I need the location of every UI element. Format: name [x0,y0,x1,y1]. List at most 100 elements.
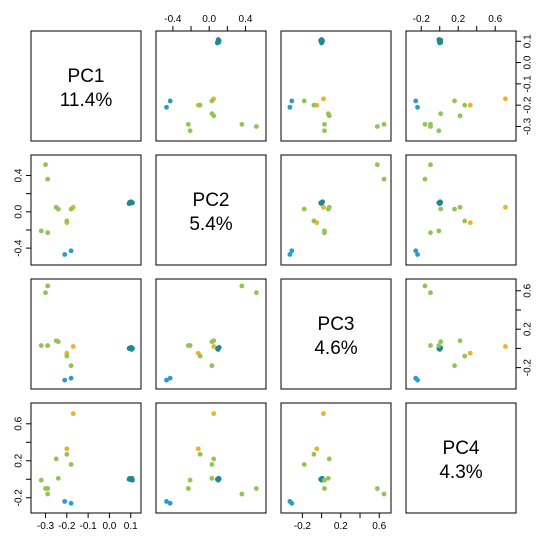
scatter-point [287,252,293,257]
scatter-point [64,353,70,359]
scatter-point [45,343,51,348]
panel-PC3-PC1 [30,278,142,390]
scatter-point [62,252,68,257]
scatter-point [68,375,74,381]
y-tick-label: 0.6 [523,283,534,297]
scatter-point [462,102,468,108]
scatter-point [167,500,173,506]
scatter-point [68,248,74,254]
scatter-point [422,283,428,289]
scatter-point [209,98,215,104]
scatter-point [43,290,48,296]
scatter-point [438,111,444,117]
scatter-point [211,411,217,417]
panel-PC3-PC4 [405,278,517,390]
scatter-point [314,446,320,452]
scatter-point [253,486,259,491]
diag-var-name: PC2 [193,190,230,211]
panel-PC1-PC4 [405,30,517,142]
scatter-point [45,491,51,497]
scatter-point [187,128,193,134]
scatter-point [62,499,68,504]
scatter-point [64,218,70,224]
scatter-point [436,343,442,348]
scatter-point [502,204,508,210]
y-tick-label: 0.0 [523,55,534,69]
scatter-point [45,283,51,289]
diag-var-pct: 5.4% [189,214,232,235]
x-tick-label: 0.6 [372,521,386,532]
scatter-point [374,162,380,168]
scatter-point [467,220,473,226]
scatter-point [381,491,387,497]
y-tick-label: -0.1 [523,75,534,93]
scatter-point [438,206,444,212]
scatter-point [319,200,324,206]
scatter-point [215,346,221,351]
scatter-point [38,228,44,234]
scatter-point [457,338,463,344]
x-tick-label: 0.0 [102,521,116,532]
y-tick-label: -0.4 [14,239,25,257]
y-tick-label: 0.1 [523,34,534,48]
scatter-point [322,128,327,134]
scatter-point [185,486,191,491]
scatter-point [209,475,215,481]
scatter-point [53,456,59,462]
scatter-point [197,353,203,359]
x-tick-label: -0.1 [80,521,98,532]
scatter-point [164,499,169,504]
diag-var-name: PC1 [68,66,105,87]
y-tick-label: -0.2 [523,359,534,377]
scatter-point [197,102,203,108]
scatter-point [68,206,74,212]
scatter-point [319,37,324,42]
panel-PC4-PC3 [280,402,392,514]
scatter-point [325,111,331,117]
scatter-point [253,290,259,296]
scatter-point [325,475,331,481]
scatter-point [209,363,215,369]
scatter-point [62,377,68,383]
x-tick-label: -0.2 [294,521,312,532]
scatter-point [413,375,419,381]
scatter-point [55,475,61,481]
scatter-point [438,339,444,345]
x-tick-label: 0.2 [451,14,465,25]
x-tick-label: -0.4 [164,14,182,25]
scatter-point [211,456,217,462]
scatter-point [452,206,457,212]
panel-PC4-PC2 [155,402,267,514]
scatter-point [436,128,442,134]
scatter-point [70,344,76,349]
scatter-point [428,162,433,168]
y-tick-label: 0.6 [14,416,25,430]
scatter-point [43,162,48,168]
scatter-point [289,248,295,254]
scatter-point [211,344,217,349]
scatter-point [301,206,307,212]
scatter-point [209,111,215,117]
scatter-point [68,462,74,467]
scatter-point [457,204,463,210]
scatter-point [467,102,473,108]
diag-var-pct: 11.4% [60,90,113,111]
scatter-point [462,353,468,359]
scatter-point [187,477,193,483]
scatter-point [436,200,442,206]
scatter-point [428,343,433,348]
diag-var-pct: 4.6% [314,338,357,359]
scatter-point [167,375,173,381]
scatter-point [68,363,74,369]
scatter-point [215,37,221,42]
scatter-point [322,486,327,491]
scatter-point [428,230,433,236]
scatter-point [502,344,508,349]
scatter-point [322,230,327,236]
scatter-point [197,451,203,457]
y-tick-label: -0.3 [523,117,534,135]
diag-var-name: PC3 [318,314,355,335]
scatter-point [413,98,419,104]
scatter-point [64,451,70,457]
